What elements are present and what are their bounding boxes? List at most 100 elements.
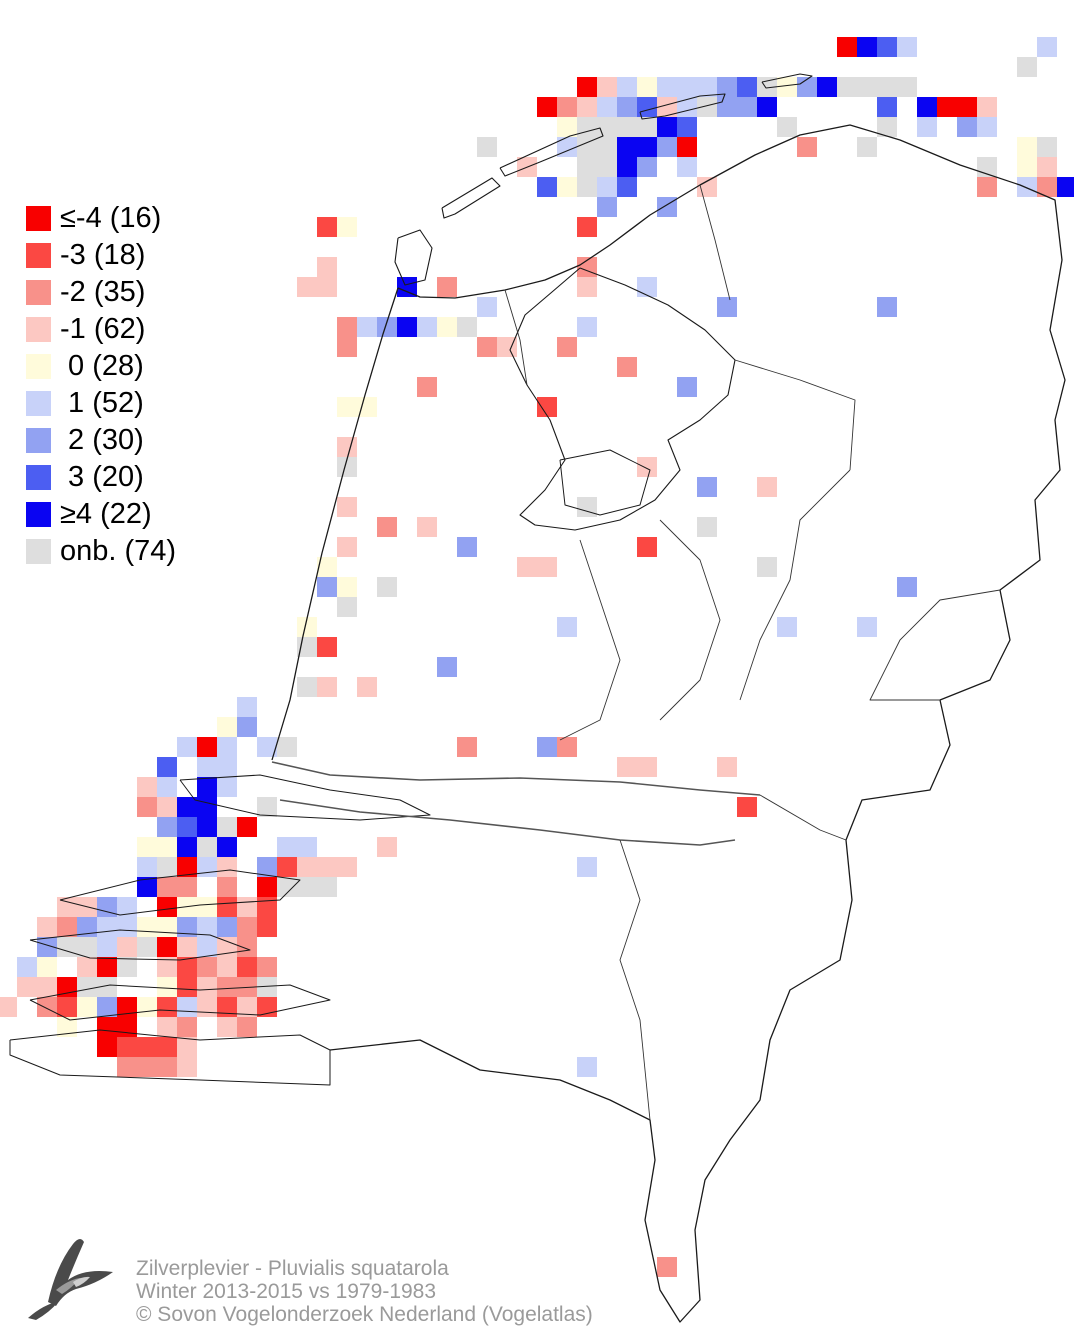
map-cell — [1016, 56, 1037, 77]
legend-label: ≤-4 (16) — [60, 202, 162, 234]
map-cell — [216, 1016, 237, 1037]
map-cell — [196, 916, 217, 937]
map-cell — [16, 956, 37, 977]
map-cell — [396, 316, 417, 337]
map-cell — [276, 736, 297, 757]
map-cell — [216, 816, 237, 837]
map-cell — [336, 536, 357, 557]
map-cell — [616, 96, 637, 117]
map-cell — [656, 76, 677, 97]
map-cell — [96, 976, 117, 997]
map-cell — [1036, 136, 1057, 157]
map-cell — [1036, 176, 1057, 197]
map-cell — [376, 836, 397, 857]
map-cell — [716, 296, 737, 317]
map-cell — [256, 996, 277, 1017]
legend-row: onb. (74) — [26, 533, 176, 570]
map-cell — [956, 96, 977, 117]
map-cell — [636, 136, 657, 157]
map-cell — [36, 996, 57, 1017]
map-caption: Zilverplevier - Pluvialis squatarola Win… — [136, 1258, 593, 1327]
legend-swatch — [26, 317, 51, 342]
map-cell — [376, 516, 397, 537]
map-cell — [156, 976, 177, 997]
caption-copyright: © Sovon Vogelonderzoek Nederland (Vogela… — [136, 1303, 593, 1326]
map-cell — [56, 896, 77, 917]
map-cell — [716, 756, 737, 777]
legend-swatch — [26, 428, 51, 453]
map-cell — [216, 916, 237, 937]
map-cell — [656, 1256, 677, 1277]
map-cell — [816, 76, 837, 97]
map-cell — [596, 156, 617, 177]
map-cell — [36, 936, 57, 957]
legend-row: -2 (35) — [26, 274, 176, 311]
map-cell — [156, 776, 177, 797]
map-cell — [416, 376, 437, 397]
sovon-bird-icon — [28, 1238, 113, 1320]
map-cell — [96, 1016, 117, 1037]
map-cell — [896, 36, 917, 57]
map-cell — [176, 956, 197, 977]
map-cell — [196, 956, 217, 977]
map-cell — [616, 356, 637, 377]
map-cell — [336, 856, 357, 877]
map-cell — [876, 116, 897, 137]
map-cell — [776, 116, 797, 137]
caption-species: Zilverplevier - Pluvialis squatarola — [136, 1257, 449, 1280]
map-cell — [616, 76, 637, 97]
map-cell — [176, 876, 197, 897]
map-cell — [316, 276, 337, 297]
legend-swatch — [26, 465, 51, 490]
legend-row: 1 (52) — [26, 385, 176, 422]
map-cell — [236, 996, 257, 1017]
legend-label: -2 (35) — [60, 276, 146, 308]
map-cell — [1056, 176, 1074, 197]
map-cell — [336, 496, 357, 517]
map-cell — [136, 1056, 157, 1077]
map-cell — [296, 616, 317, 637]
map-cell — [616, 756, 637, 777]
map-cell — [156, 956, 177, 977]
map-cell — [316, 216, 337, 237]
map-cell — [856, 136, 877, 157]
map-cell — [776, 616, 797, 637]
map-cell — [436, 276, 457, 297]
map-cell — [116, 1056, 137, 1077]
map-cell — [756, 96, 777, 117]
map-cell — [156, 816, 177, 837]
map-cell — [56, 996, 77, 1017]
map-cell — [576, 116, 597, 137]
map-cell — [436, 656, 457, 677]
map-cell — [576, 176, 597, 197]
map-cell — [756, 476, 777, 497]
map-cell — [936, 96, 957, 117]
map-cell — [796, 136, 817, 157]
map-cell — [376, 576, 397, 597]
map-cell — [976, 176, 997, 197]
legend-row: ≥4 (22) — [26, 496, 176, 533]
map-cell — [736, 796, 757, 817]
map-cell — [556, 736, 577, 757]
map-cell — [496, 336, 517, 357]
legend-label: -1 (62) — [60, 313, 146, 345]
map-cell — [636, 76, 657, 97]
legend-label: 1 (52) — [60, 387, 144, 419]
map-cell — [656, 136, 677, 157]
map-cell — [176, 1056, 197, 1077]
map-cell — [216, 976, 237, 997]
map-cell — [856, 76, 877, 97]
map-cell — [156, 996, 177, 1017]
map-cell — [76, 936, 97, 957]
map-cell — [176, 916, 197, 937]
map-cell — [276, 856, 297, 877]
map-cell — [136, 936, 157, 957]
map-cell — [236, 976, 257, 997]
map-cell — [96, 936, 117, 957]
map-cell — [116, 1036, 137, 1057]
map-cell — [216, 736, 237, 757]
map-cell — [836, 76, 857, 97]
map-cell — [876, 76, 897, 97]
map-cell — [256, 956, 277, 977]
